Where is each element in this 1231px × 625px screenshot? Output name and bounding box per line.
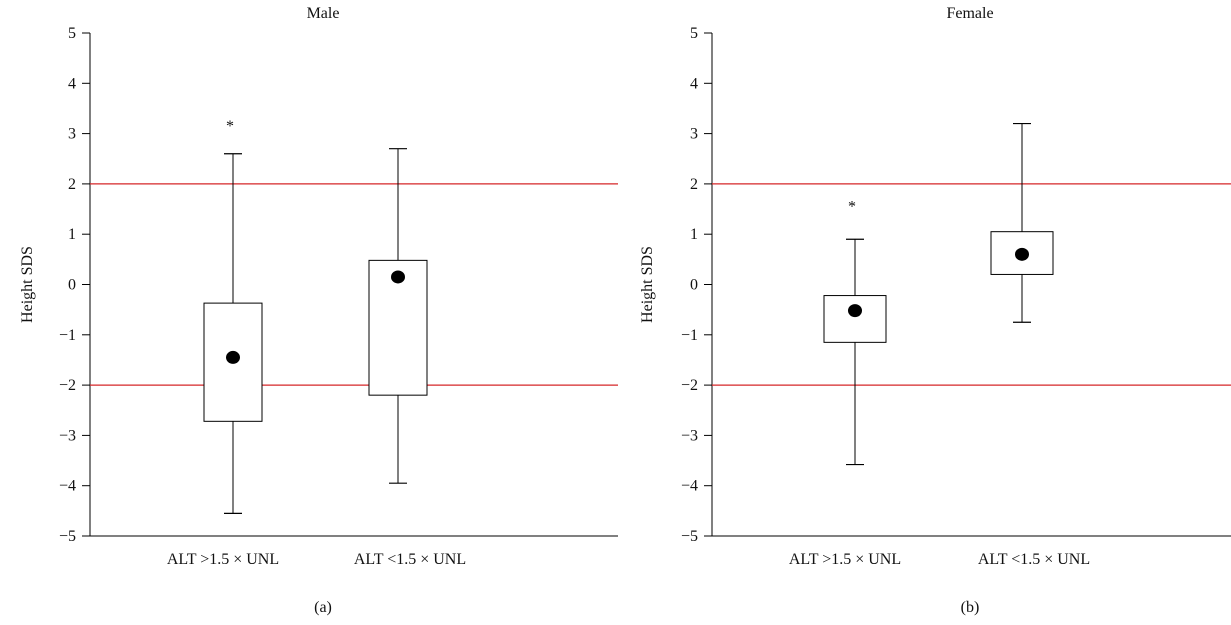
chart-title: Female	[946, 5, 993, 22]
category-label: ALT <1.5 × UNL	[354, 551, 466, 568]
box-2	[368, 148, 428, 484]
y-tick-label: 5	[68, 25, 76, 42]
y-tick-label: 2	[690, 176, 698, 193]
y-tick-label: 5	[690, 25, 698, 42]
panel-female: Female 5 4 3 2 1 0 −1 −2 −3 −4 −5 Height SDS * ALT >1.…	[639, 5, 1231, 616]
y-tick-label: 3	[690, 126, 698, 143]
y-tick-label: −1	[59, 327, 76, 344]
box-1: *	[203, 118, 263, 514]
y-tick-label: 4	[690, 75, 698, 92]
y-tick-label: 1	[68, 226, 76, 243]
y-axis-label: Height SDS	[19, 246, 36, 323]
y-tick-label: −4	[681, 478, 698, 495]
mean-marker	[1015, 247, 1029, 261]
y-tick-label: −5	[59, 528, 76, 545]
y-tick-label: 0	[68, 277, 76, 294]
y-tick-label: −2	[59, 377, 76, 394]
y-tick-label: 3	[68, 126, 76, 143]
panel-label: (a)	[314, 599, 332, 616]
box-2	[990, 122, 1054, 323]
y-tick-label: −1	[681, 327, 698, 344]
significance-marker: *	[226, 118, 234, 135]
panel-label: (b)	[961, 599, 980, 616]
y-tick-label: 1	[690, 226, 698, 243]
mean-marker	[848, 304, 862, 318]
panel-male: Male 5 4 3 2 1 0 −1 −2 −3 −4 −5 Height SDS * ALT >1.5 …	[19, 5, 618, 616]
category-label: ALT <1.5 × UNL	[978, 551, 1090, 568]
y-tick-label: −5	[681, 528, 698, 545]
y-tick-label: −4	[59, 478, 76, 495]
interquartile-box	[823, 295, 887, 343]
chart-title: Male	[307, 5, 340, 22]
y-tick-label: −2	[681, 377, 698, 394]
category-label: ALT >1.5 × UNL	[789, 551, 901, 568]
mean-marker	[391, 270, 405, 284]
category-label: ALT >1.5 × UNL	[167, 551, 279, 568]
significance-marker: *	[848, 199, 856, 216]
y-tick-label: −3	[681, 427, 698, 444]
y-tick-label: −3	[59, 427, 76, 444]
mean-marker	[226, 350, 240, 364]
y-axis-label: Height SDS	[639, 246, 656, 323]
y-tick-label: 2	[68, 176, 76, 193]
box-1: *	[823, 199, 887, 466]
y-tick-label: 0	[690, 277, 698, 294]
y-tick-label: 4	[68, 75, 76, 92]
